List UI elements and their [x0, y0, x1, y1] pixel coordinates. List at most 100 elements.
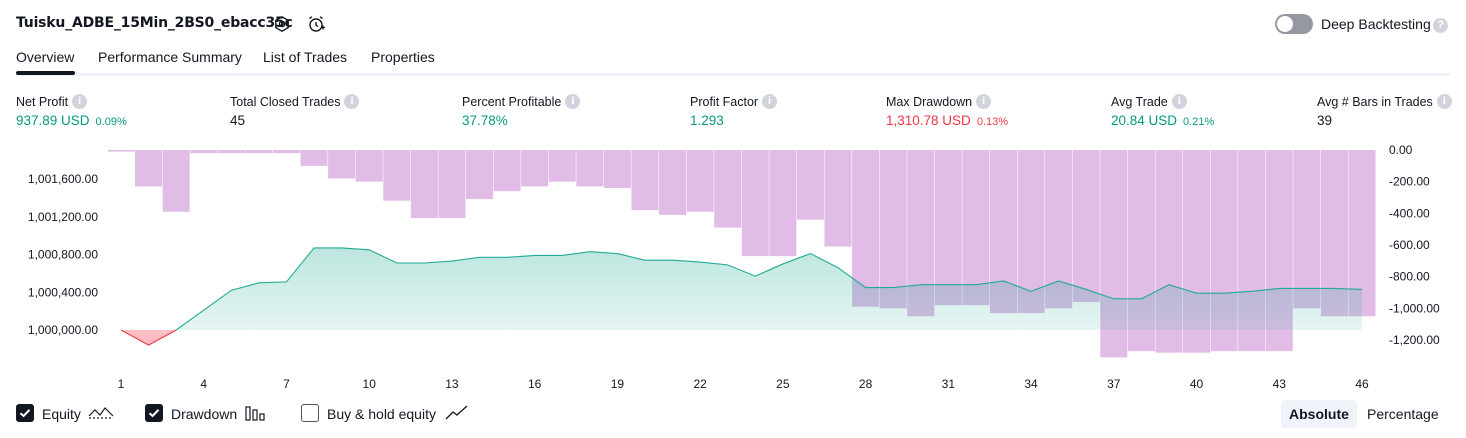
- drawdown-bar: [438, 150, 466, 219]
- drawdown-bar: [548, 150, 576, 182]
- metric-avg-bars-value: 39: [1317, 113, 1333, 128]
- info-icon[interactable]: i: [1436, 94, 1452, 109]
- gear-icon[interactable]: [273, 15, 291, 33]
- info-icon[interactable]: i: [72, 94, 88, 109]
- right-axis: 0.00 -200.00 -400.00 -600.00 -800.00 -1,000.0…: [1389, 143, 1440, 347]
- drawdown-bar: [328, 150, 356, 179]
- equity-fill: [121, 247, 1362, 330]
- x-tick-label: 22: [693, 377, 707, 391]
- info-icon[interactable]: i: [1171, 94, 1187, 109]
- info-icon[interactable]: i: [976, 94, 992, 109]
- x-tick-label: 31: [942, 377, 956, 391]
- info-icon[interactable]: i: [565, 94, 581, 109]
- x-tick-label: 46: [1355, 377, 1369, 391]
- metric-label-text: Percent Profitable: [462, 94, 562, 109]
- metric-avg-bars-label: Avg # Bars in Trades i: [1317, 94, 1452, 109]
- drawdown-bar: [714, 150, 742, 228]
- right-tick-label: -400.00: [1389, 206, 1430, 220]
- drawdown-bar: [824, 150, 852, 247]
- metric-percent-profitable-label: Percent Profitable i: [462, 94, 581, 109]
- drawdown-bar: [934, 150, 962, 306]
- active-tab-indicator: [16, 71, 75, 75]
- alarm-clock-plus-icon[interactable]: [307, 15, 325, 33]
- tab-list-of-trades[interactable]: List of Trades: [263, 49, 348, 65]
- x-tick-label: 43: [1273, 377, 1287, 391]
- metric-percent: 0.09%: [95, 116, 127, 128]
- drawdown-bar: [383, 150, 411, 201]
- drawdown-bar: [272, 150, 300, 154]
- right-tick-label: -800.00: [1389, 270, 1430, 284]
- equity-drawdown-chart[interactable]: 1,001,600.00 1,001,200.00 1,000,800.00 1,00…: [0, 140, 1466, 395]
- drawdown-bar: [465, 150, 494, 200]
- equity-label: Equity: [42, 406, 81, 422]
- metric-value-text: 937.89 USD: [16, 113, 90, 128]
- metric-label-text: Total Closed Trades: [230, 94, 341, 109]
- drawdown-bar: [879, 150, 907, 309]
- drawdown-bar: [741, 150, 769, 257]
- bars-icon: [245, 404, 267, 427]
- drawdown-bar: [1348, 150, 1376, 317]
- equity-checkbox[interactable]: [16, 404, 34, 422]
- x-tick-label: 28: [859, 377, 873, 391]
- percentage-button[interactable]: Percentage: [1367, 406, 1439, 422]
- drawdown-bar: [576, 150, 604, 187]
- metric-value-text: 20.84 USD: [1111, 113, 1178, 128]
- tab-performance-summary[interactable]: Performance Summary: [98, 49, 242, 65]
- tab-overview[interactable]: Overview: [16, 49, 75, 65]
- info-icon[interactable]: i: [762, 94, 778, 109]
- right-tick-label: -1,200.00: [1389, 333, 1440, 347]
- drawdown-bar: [217, 150, 245, 154]
- drawdown-bar: [135, 150, 163, 187]
- metric-net-profit-label: Net Profit i: [16, 94, 88, 109]
- absolute-button[interactable]: Absolute: [1281, 400, 1357, 428]
- drawdown-bar: [659, 150, 687, 215]
- metric-profit-factor-value: 1.293: [690, 113, 724, 128]
- metric-profit-factor-label: Profit Factor i: [690, 94, 778, 109]
- drawdown-bar: [355, 150, 383, 182]
- right-tick-label: -1,000.00: [1389, 301, 1440, 315]
- deep-backtesting-toggle[interactable]: [1275, 14, 1313, 34]
- buy-hold-label: Buy & hold equity: [327, 406, 436, 422]
- strategy-name: Tuisku_ADBE_15Min_2BS0_ebacc35c: [16, 15, 293, 31]
- tab-properties[interactable]: Properties: [371, 49, 435, 65]
- drawdown-bar: [796, 150, 824, 220]
- metric-label-text: Avg Trade: [1111, 94, 1168, 109]
- right-tick-label: -600.00: [1389, 238, 1430, 252]
- x-tick-label: 13: [445, 377, 459, 391]
- x-tick-label: 34: [1024, 377, 1038, 391]
- metric-label-text: Avg # Bars in Trades: [1317, 94, 1433, 109]
- left-tick-label: 1,001,200.00: [28, 210, 98, 224]
- drawdown-bar: [108, 150, 135, 152]
- x-tick-label: 40: [1190, 377, 1204, 391]
- drawdown-bar: [769, 150, 797, 257]
- drawdown-bar: [631, 150, 659, 211]
- left-tick-label: 1,000,400.00: [28, 285, 98, 299]
- left-tick-label: 1,000,000.00: [28, 323, 98, 337]
- metric-label-text: Profit Factor: [690, 94, 759, 109]
- metric-percent: 0.13%: [976, 116, 1009, 128]
- x-tick-label: 10: [363, 377, 377, 391]
- drawdown-label: Drawdown: [171, 406, 238, 422]
- buy-hold-checkbox[interactable]: [301, 404, 319, 422]
- x-tick-label: 16: [528, 377, 542, 391]
- drawdown-bar: [190, 150, 218, 154]
- info-icon[interactable]: i: [344, 94, 360, 109]
- drawdown-bar: [962, 150, 990, 306]
- metric-label-text: Max Drawdown: [886, 94, 973, 109]
- metric-percent-profitable-value: 37.78%: [462, 113, 508, 128]
- trend-line-icon: [445, 404, 469, 427]
- drawdown-bar: [410, 150, 438, 219]
- metric-avg-trade-label: Avg Trade i: [1111, 94, 1187, 109]
- x-tick-label: 4: [200, 377, 207, 391]
- metric-max-drawdown-label: Max Drawdown i: [886, 94, 992, 109]
- drawdown-bar: [603, 150, 631, 188]
- help-icon[interactable]: ?: [1433, 18, 1448, 33]
- drawdown-bar: [1293, 150, 1321, 309]
- tabs-divider: [16, 73, 1450, 76]
- x-tick-label: 25: [776, 377, 790, 391]
- metric-percent: 0.21%: [1183, 116, 1215, 128]
- x-tick-label: 37: [1107, 377, 1121, 391]
- metric-net-profit-value: 937.89 USD 0.09%: [16, 113, 127, 128]
- metric-max-drawdown-value: 1,310.78 USD 0.13%: [886, 113, 1008, 128]
- drawdown-checkbox[interactable]: [145, 404, 163, 422]
